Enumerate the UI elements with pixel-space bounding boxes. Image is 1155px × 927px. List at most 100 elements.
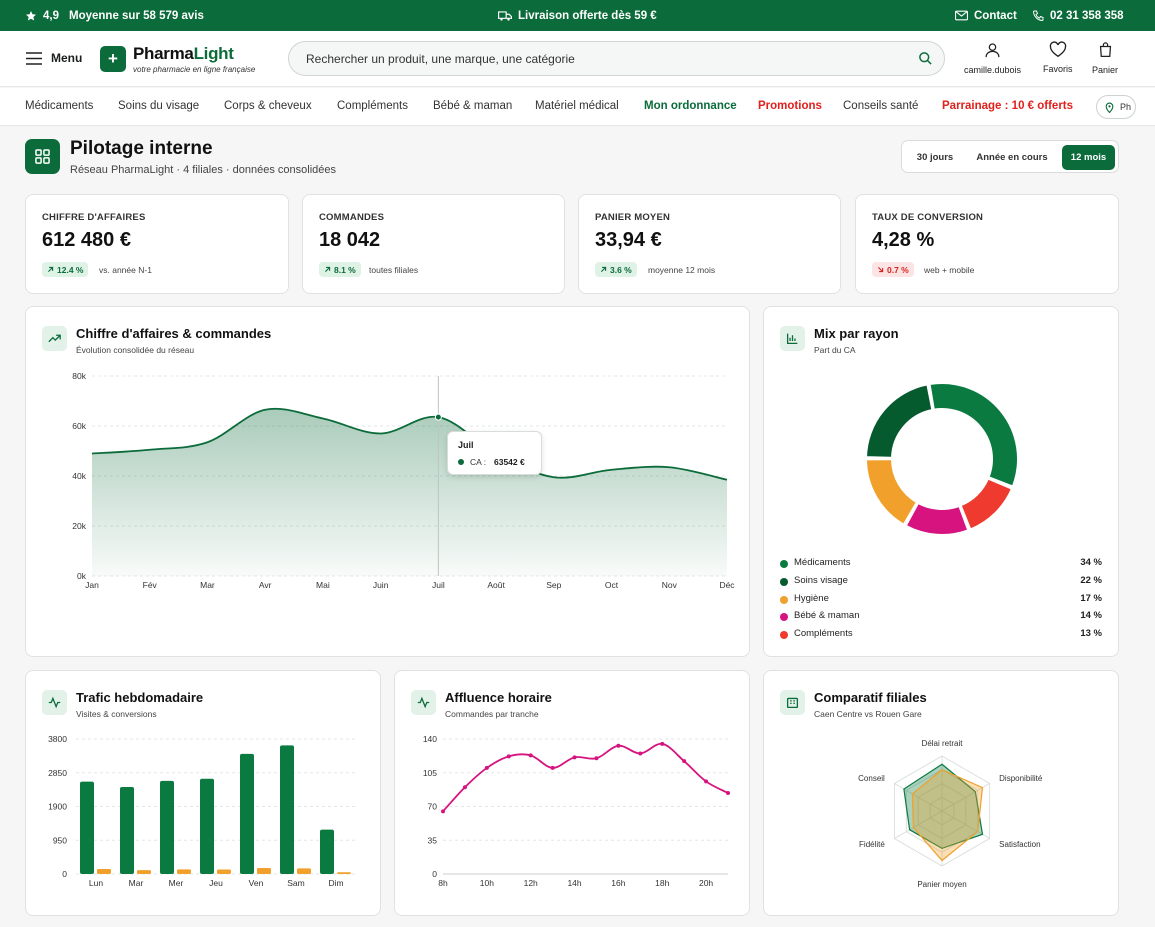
- x-tick-label: Juin: [373, 580, 389, 590]
- arrow-up-right-icon: [48, 266, 54, 272]
- account-button[interactable]: camille.dubois: [964, 41, 1021, 75]
- legend-label: Compléments: [794, 628, 853, 639]
- nav-bebe-maman[interactable]: Bébé & maman: [433, 100, 513, 112]
- logo[interactable]: + PharmaLight votre pharmacie en ligne f…: [100, 45, 255, 74]
- nav-conseils-sante[interactable]: Conseils santé: [843, 100, 919, 112]
- x-tick-label: Fév: [143, 580, 158, 590]
- x-tick-label: Lun: [89, 878, 103, 888]
- hourly-point: [441, 809, 445, 814]
- bar-conversions: [217, 869, 231, 874]
- card-title: Comparatif filiales: [814, 690, 927, 705]
- period-selector: 30 jours Année en cours 12 mois: [901, 140, 1119, 173]
- hourly-line-chart: 0 35 70 105 140 8h 10h 12h 14h 16h 18h 20h: [423, 734, 730, 888]
- y-tick-label: 3800: [48, 734, 67, 744]
- hamburger-icon: [26, 51, 42, 65]
- store-selector[interactable]: Ph: [1096, 95, 1136, 119]
- bar-visits: [80, 781, 94, 874]
- store-label: Ph: [1120, 102, 1132, 112]
- menu-button[interactable]: Menu: [26, 51, 82, 65]
- nav-medicaments[interactable]: Médicaments: [25, 100, 94, 112]
- y-tick-label: 105: [423, 768, 437, 778]
- kpi-value: 33,94 €: [595, 229, 662, 251]
- kpi-delta-badge: 8.1 %: [319, 262, 361, 277]
- logo-plus-icon: +: [100, 46, 126, 72]
- hover-point: [434, 413, 442, 421]
- dashboard-icon: [25, 139, 60, 174]
- kpi-value: 612 480 €: [42, 229, 131, 251]
- x-tick-label: Ven: [249, 878, 264, 888]
- legend-value: 14 %: [1080, 610, 1102, 621]
- hourly-line: [442, 742, 729, 812]
- x-tick-label: Avr: [259, 580, 272, 590]
- donut-slice: [904, 501, 970, 536]
- period-annee-en-cours[interactable]: Année en cours: [976, 152, 1048, 163]
- donut-slice: [864, 383, 934, 459]
- search-input[interactable]: Rechercher un produit, une marque, une c…: [288, 41, 945, 76]
- y-tick-label: 40k: [72, 471, 86, 481]
- kpi-value: 4,28 %: [872, 229, 935, 251]
- building-icon: [780, 690, 805, 715]
- legend-dot: [780, 631, 788, 639]
- kpi-value: 18 042: [319, 229, 381, 251]
- legend-label: Médicaments: [794, 557, 851, 568]
- card-title: Trafic hebdomadaire: [76, 690, 204, 705]
- rating-block: 4,9 Moyenne sur 58 579 avis: [25, 0, 204, 31]
- tooltip-value: 63542 €: [494, 457, 525, 467]
- nav-parrainage[interactable]: Parrainage : 10 € offerts: [942, 100, 1074, 112]
- chart-tooltip: Juil CA : 63542 €: [447, 431, 542, 475]
- y-tick-label: 35: [428, 835, 438, 845]
- hourly-point: [616, 743, 621, 748]
- rating-text: Moyenne sur 58 579 avis: [69, 9, 204, 22]
- y-tick-label: 2850: [48, 768, 67, 778]
- legend-item-hygiene: Hygiène 17 %: [780, 593, 1102, 607]
- kpi-delta: 12.4 %: [57, 264, 84, 275]
- period-12-mois[interactable]: 12 mois: [1062, 145, 1115, 170]
- bar-conversions: [337, 872, 351, 874]
- x-tick-label: Dim: [328, 878, 343, 888]
- cart-icon: [1099, 42, 1111, 58]
- x-tick-label: Juil: [432, 580, 445, 590]
- activity-icon: [42, 690, 67, 715]
- rating-value: 4,9: [43, 9, 59, 22]
- nav-corps-cheveux[interactable]: Corps & cheveux: [224, 100, 312, 112]
- legend-dot: [780, 596, 788, 604]
- x-tick-label: 8h: [438, 878, 448, 888]
- period-30-jours[interactable]: 30 jours: [916, 152, 954, 163]
- legend-value: 22 %: [1080, 575, 1102, 586]
- x-tick-label: Mar: [200, 580, 215, 590]
- radar-spoke: [894, 783, 943, 812]
- y-tick-label: 1900: [48, 802, 67, 812]
- phone-link[interactable]: 02 31 358 358: [1032, 0, 1124, 31]
- y-tick-label: 20k: [72, 521, 86, 531]
- contact-link[interactable]: Contact: [955, 0, 1017, 31]
- nav-soins-visage[interactable]: Soins du visage: [118, 100, 200, 112]
- menu-label: Menu: [51, 51, 83, 65]
- x-tick-label: Mer: [169, 878, 184, 888]
- search-icon[interactable]: [918, 51, 933, 66]
- bar-conversions: [137, 870, 151, 874]
- favorites-button[interactable]: Favoris: [1043, 41, 1073, 74]
- y-tick-label: 60k: [72, 421, 86, 431]
- x-tick-label: 14h: [567, 878, 581, 888]
- kpi-label: TAUX DE CONVERSION: [872, 212, 984, 223]
- x-tick-label: Oct: [605, 580, 619, 590]
- hourly-point: [528, 753, 533, 758]
- phone-number: 02 31 358 358: [1050, 9, 1124, 22]
- user-icon: [985, 43, 1000, 58]
- legend-item-soins-visage: Soins visage 22 %: [780, 575, 1102, 589]
- nav-complements[interactable]: Compléments: [337, 100, 408, 112]
- nav-promotions[interactable]: Promotions: [758, 100, 822, 112]
- search-placeholder: Rechercher un produit, une marque, une c…: [306, 51, 575, 66]
- bar-conversions: [97, 869, 111, 874]
- radar-spoke: [894, 810, 943, 839]
- nav-materiel-medical[interactable]: Matériel médical: [535, 100, 619, 112]
- traffic-bar-chart: 0 950 1900 2850 3800 Lun Mar Mer Jeu Ven Sam Dim: [48, 734, 356, 888]
- cart-button[interactable]: Panier: [1092, 41, 1118, 75]
- x-tick-label: Mar: [129, 878, 144, 888]
- hourly-point: [594, 756, 599, 761]
- bar-conversions: [177, 869, 191, 874]
- bar-visits: [320, 829, 334, 874]
- nav-ordonnance[interactable]: Mon ordonnance: [644, 100, 737, 112]
- kpi-delta-badge: 12.4 %: [42, 262, 89, 277]
- kpi-card-basket: PANIER MOYEN 33,94 € 3.6 % moyenne 12 mo…: [578, 194, 841, 294]
